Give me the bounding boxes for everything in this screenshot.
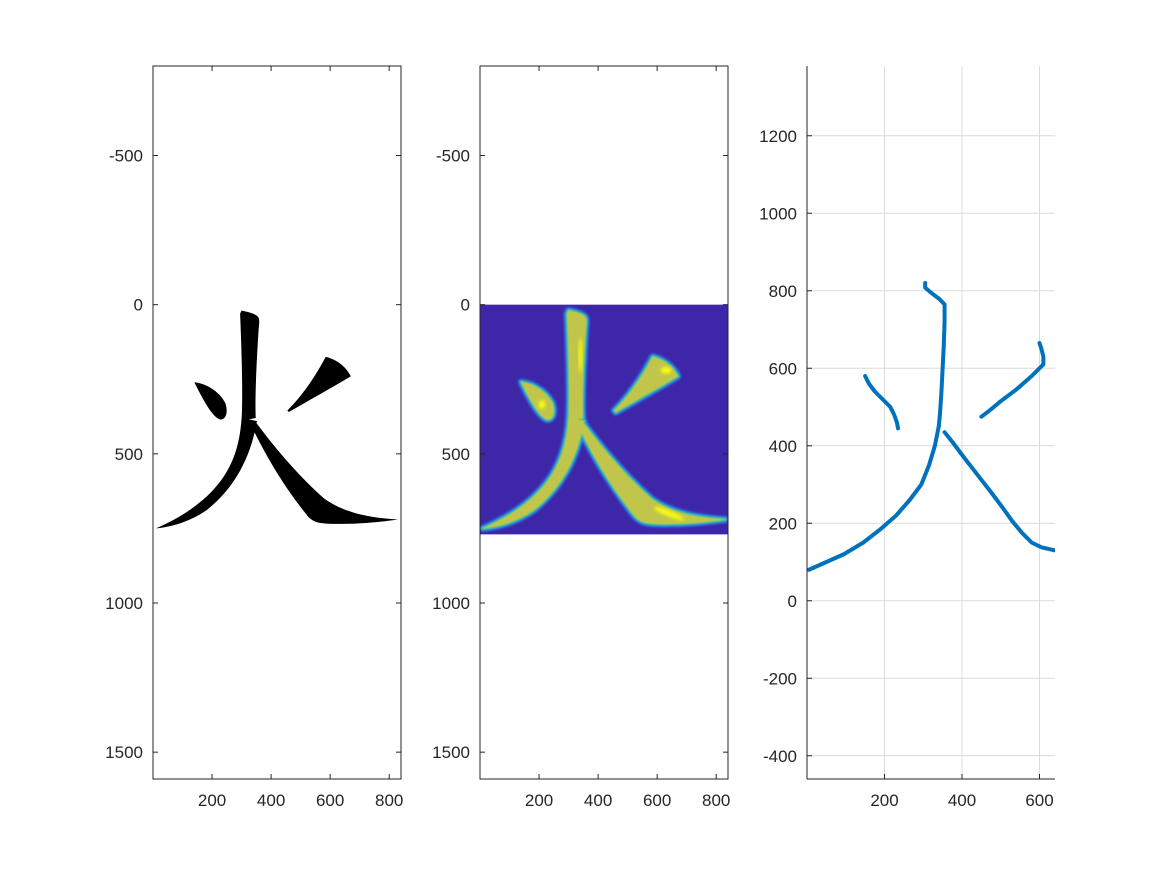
y-tick-label: 500 [115,445,143,464]
heatmap-peak [538,400,546,409]
heatmap-image [480,304,728,535]
axes-skeleton-plot: 200 400 600 -400 -200 0 200 400 600 800 1000 1200 [759,66,1055,810]
heatmap-peak [660,366,672,374]
x-tick-label: 200 [198,791,226,810]
x-tick-label: 400 [948,791,976,810]
y-tick-label: -200 [763,669,797,688]
heatmap-peak [653,506,685,521]
y-tick-label: 800 [769,282,797,301]
skeleton-stroke-5 [979,341,1046,419]
axes-heatmap: 200 400 600 800 -500 0 500 1000 1500 [432,65,730,810]
x-tick-label: 200 [870,791,898,810]
skeleton-lines [807,281,1055,572]
y-tick-label: 0 [461,296,470,315]
y-tick-label: 0 [134,296,143,315]
heatmap-peak [578,337,583,374]
axes-box [479,65,729,780]
y-tick-label: -400 [763,747,797,766]
y-tick-label: 500 [442,445,470,464]
x-tick-label: 600 [316,791,344,810]
y-tick-label: 1200 [759,127,797,146]
y-tick-label: -500 [436,146,470,165]
y-tick-label: 1500 [432,743,470,762]
y-tick-label: 400 [769,437,797,456]
y-tick-label: 200 [769,514,797,533]
x-tick-label: 200 [525,791,553,810]
x-tick-label: 800 [375,791,403,810]
skeleton-stroke-2 [923,281,947,429]
y-tick-label: 1000 [105,594,143,613]
y-tick-label: 1000 [432,594,470,613]
grid [807,66,1055,779]
x-tick-label: 400 [257,791,285,810]
x-tick-label: 600 [643,791,671,810]
y-tick-label: 1000 [759,204,797,223]
glyph-image [155,310,399,529]
skeleton-stroke-4 [942,430,1055,553]
x-tick-label: 400 [584,791,612,810]
skeleton-stroke-3 [807,424,941,572]
y-tick-label: 1500 [105,743,143,762]
axes-box [152,65,402,780]
y-tick-label: 600 [769,359,797,378]
axes-glyph-image: 200 400 600 800 -500 0 500 1000 1500 [105,65,403,810]
y-tick-label: 0 [788,592,797,611]
skeleton-stroke-1 [863,374,901,431]
y-tick-label: -500 [109,146,143,165]
x-tick-label: 600 [1025,791,1053,810]
heatmap-background [480,304,728,535]
x-tick-label: 800 [702,791,730,810]
glyph-shape [155,310,399,529]
